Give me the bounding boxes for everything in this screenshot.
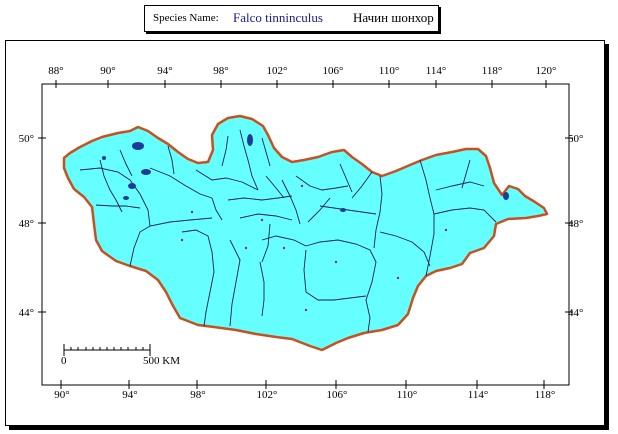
top-lon-label: 110°	[379, 65, 400, 77]
right-lat-label: 44°	[568, 307, 583, 319]
scientific-name: Falco tinninculus	[233, 10, 323, 25]
lake	[132, 142, 144, 150]
lake	[503, 192, 509, 200]
occurrence-point	[300, 184, 304, 188]
scale-start-label: 0	[61, 355, 67, 367]
scale-bar	[63, 344, 151, 356]
top-lon-label: 94°	[157, 65, 172, 77]
occurrence-point	[444, 228, 448, 232]
lake	[340, 208, 346, 212]
right-lat-label: 48°	[568, 218, 583, 230]
scale-end-label: 500 KM	[143, 355, 180, 367]
lakes	[102, 134, 509, 212]
lake	[247, 134, 253, 146]
occurrence-point	[180, 238, 184, 242]
occurrence-point	[244, 246, 248, 250]
bottom-lon-label: 114°	[468, 389, 489, 401]
occurrence-point	[304, 308, 308, 312]
lake	[128, 183, 136, 189]
left-lat-label: 44°	[19, 307, 34, 319]
bottom-lon-label: 118°	[535, 389, 556, 401]
top-lon-label: 114°	[426, 65, 447, 77]
occurrence-point	[190, 210, 194, 214]
top-lon-label: 106°	[323, 65, 344, 77]
occurrence-point	[260, 218, 264, 222]
top-lon-label: 120°	[536, 65, 557, 77]
left-lat-label: 50°	[19, 133, 34, 145]
occurrence-point	[396, 276, 400, 280]
left-lat-label: 48°	[19, 218, 34, 230]
rivers-and-boundaries	[79, 129, 497, 333]
bottom-lon-label: 98°	[190, 389, 205, 401]
lake	[141, 169, 151, 175]
country-outline	[62, 114, 549, 352]
lake	[102, 156, 106, 160]
bottom-lon-label: 90°	[54, 389, 69, 401]
bottom-lon-label: 110°	[397, 389, 418, 401]
local-name: Начин шонхор	[353, 10, 434, 25]
occurrence-points	[180, 184, 448, 312]
lake	[123, 196, 129, 200]
bottom-lon-label: 106°	[327, 389, 348, 401]
map-inner-frame	[41, 83, 570, 386]
occurrence-point	[282, 246, 286, 250]
bottom-lon-label: 94°	[122, 389, 137, 401]
top-lon-label: 118°	[482, 65, 503, 77]
occurrence-point	[334, 260, 338, 264]
top-lon-label: 98°	[213, 65, 228, 77]
right-lat-label: 50°	[568, 133, 583, 145]
top-lon-label: 102°	[267, 65, 288, 77]
tick-marks	[38, 80, 573, 389]
bottom-lon-label: 102°	[257, 389, 278, 401]
species-name-label: Species Name:	[153, 12, 219, 24]
top-lon-label: 90°	[100, 65, 115, 77]
species-title-box: Species Name: Falco tinninculus Начин шо…	[144, 5, 439, 32]
top-lon-label: 88°	[48, 65, 63, 77]
